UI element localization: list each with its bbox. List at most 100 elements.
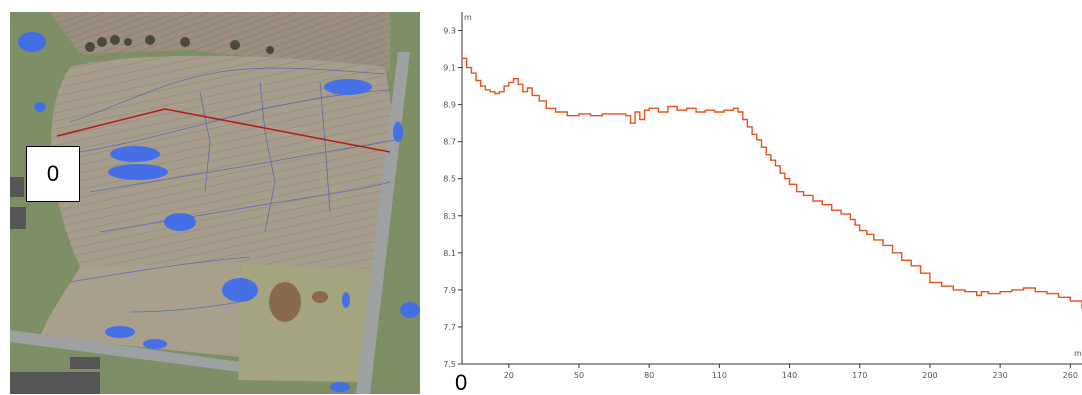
aerial-map-image — [10, 12, 420, 394]
data-point — [634, 111, 636, 113]
data-point — [517, 83, 519, 85]
data-point — [784, 178, 786, 180]
data-point — [545, 107, 547, 109]
data-point — [625, 115, 627, 117]
data-point — [929, 281, 931, 284]
data-point — [639, 118, 641, 121]
data-point — [578, 113, 580, 115]
x-tick-label: 110 — [712, 371, 727, 380]
data-point — [831, 209, 833, 211]
elevation-profile-chart: mm 7.57.77.98.18.38.58.78.99.19.320 50 80 1… — [443, 12, 1082, 380]
data-point — [812, 200, 814, 202]
north-field — [50, 12, 390, 72]
data-point — [751, 133, 753, 135]
profile-transect-line — [56, 108, 391, 153]
x-tick-label: 260 — [1063, 371, 1078, 380]
elevation-profile-line — [462, 57, 1082, 309]
x-tick-label: 20 — [504, 371, 514, 380]
data-point — [503, 85, 505, 87]
y-tick-label: 8.5 — [443, 175, 456, 184]
x-tick-label: 200 — [922, 371, 937, 380]
data-point — [840, 213, 842, 215]
y-tick-label: 7.7 — [443, 323, 456, 332]
data-point — [732, 107, 734, 109]
data-point — [1058, 296, 1060, 298]
data-point — [980, 291, 982, 293]
data-point — [531, 94, 533, 96]
data-point — [737, 111, 739, 113]
data-point — [554, 111, 557, 113]
data-point — [919, 272, 922, 274]
data-point — [891, 252, 894, 254]
data-point — [676, 109, 678, 111]
data-point — [866, 233, 868, 235]
data-point — [1034, 291, 1036, 293]
data-point — [746, 126, 749, 128]
y-tick-label: 9.3 — [443, 27, 456, 36]
data-point — [480, 85, 482, 87]
y-tick-label: 8.7 — [443, 138, 456, 147]
data-point — [788, 183, 791, 185]
data-point — [704, 109, 706, 111]
data-point — [657, 111, 660, 113]
data-point — [802, 194, 805, 197]
x-tick-label: 80 — [644, 371, 654, 380]
flow-lines — [69, 67, 396, 313]
data-point — [461, 57, 463, 59]
data-point — [723, 109, 725, 111]
data-point — [849, 218, 851, 221]
data-point — [795, 191, 798, 193]
data-point — [873, 239, 875, 241]
data-point — [941, 285, 943, 287]
data-point — [522, 91, 524, 93]
data-point — [643, 109, 646, 111]
chart-axes: mm — [461, 12, 1082, 365]
data-point — [976, 294, 978, 297]
y-tick-label: 8.9 — [443, 101, 456, 110]
data-point — [760, 146, 763, 148]
data-point — [494, 92, 496, 95]
data-point — [498, 91, 501, 93]
data-point — [566, 115, 568, 117]
data-point — [489, 91, 491, 93]
y-tick-label: 8.3 — [443, 212, 456, 221]
data-point — [910, 265, 912, 267]
y-tick-label: 9.1 — [443, 64, 456, 73]
pasture — [238, 264, 370, 382]
road-south — [10, 330, 240, 372]
data-point — [484, 89, 486, 91]
y-axis-unit-label: m — [464, 13, 472, 22]
data-point — [1069, 300, 1071, 302]
data-point — [756, 139, 758, 141]
data-point — [470, 72, 472, 74]
data-point — [999, 291, 1001, 293]
chart-ticks: 7.5 7.7 7.9 8.1 8.3 8.5 8.7 8.9 9.1 9.3 20 50 80 110 1… — [443, 27, 1078, 380]
data-point — [714, 111, 716, 113]
x-tick-label: 170 — [852, 371, 867, 380]
data-point — [686, 107, 688, 109]
data-point — [765, 154, 767, 156]
data-point — [648, 107, 650, 109]
data-point — [526, 87, 529, 89]
data-point — [882, 244, 884, 247]
data-point — [1046, 293, 1048, 295]
y-tick-label: 8.1 — [443, 249, 456, 258]
data-point — [613, 113, 615, 115]
profile-start-label: 0 — [455, 370, 468, 395]
x-tick-label: 140 — [782, 371, 797, 380]
data-point — [1022, 287, 1025, 289]
buildings — [10, 177, 100, 394]
data-point — [742, 118, 744, 121]
data-point — [538, 100, 540, 102]
data-point — [629, 122, 632, 124]
tree-line — [85, 35, 274, 54]
data-point — [770, 159, 772, 161]
data-point — [475, 79, 477, 82]
data-point — [854, 224, 856, 226]
south-field — [40, 262, 240, 357]
data-point — [512, 78, 515, 80]
x-axis-unit-label: m — [1074, 349, 1082, 358]
data-point — [667, 105, 669, 108]
wet-areas — [18, 32, 420, 392]
data-point — [964, 291, 966, 293]
